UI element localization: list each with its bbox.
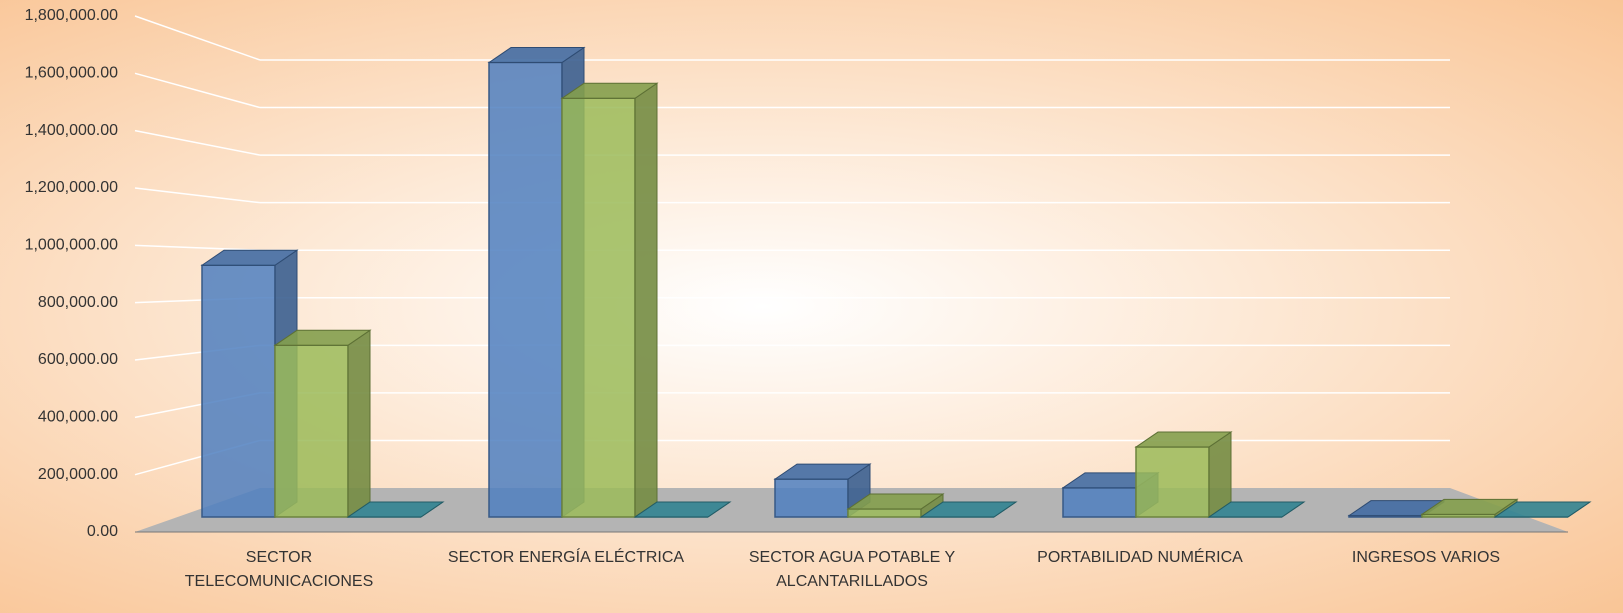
- bar-top: [1493, 501, 1592, 518]
- x-tick-label: SECTOR AGUA POTABLE Y ALCANTARILLADOS: [748, 549, 956, 590]
- bar-top: [1207, 501, 1306, 518]
- bar: [1207, 501, 1306, 518]
- y-tick-label: 1,400,000.00: [25, 122, 119, 139]
- bar-top: [487, 47, 586, 64]
- grid-line: [134, 15, 261, 61]
- bar-top: [633, 501, 732, 518]
- y-tick-label: 800,000.00: [38, 294, 118, 311]
- bar: [346, 501, 445, 518]
- y-tick-label: 200,000.00: [38, 466, 118, 483]
- grid-line: [134, 72, 261, 109]
- y-tick-label: 1,800,000.00: [25, 7, 119, 24]
- bar-top: [346, 501, 445, 518]
- bar-top: [773, 463, 872, 480]
- x-tick-label: PORTABILIDAD NUMÉRICA: [1037, 549, 1243, 566]
- x-tick-label: INGRESOS VARIOS: [1351, 549, 1501, 566]
- grid-line: [134, 129, 261, 156]
- bar-top: [1134, 431, 1233, 448]
- bar-top: [273, 329, 372, 346]
- bar-front: [561, 97, 636, 518]
- bar-top: [846, 493, 945, 510]
- bar: [846, 493, 945, 518]
- bar-top: [919, 501, 1018, 518]
- bar-front: [201, 264, 276, 518]
- bar-front: [274, 344, 349, 518]
- x-tick-label: SECTOR ENERGÍA ELÉCTRICA: [447, 549, 685, 566]
- bar: [273, 329, 372, 518]
- y-tick-label: 600,000.00: [38, 351, 118, 368]
- bar-front: [1062, 487, 1137, 518]
- bar-front: [847, 508, 922, 518]
- bar-front: [488, 61, 563, 518]
- bar: [633, 501, 732, 518]
- y-tick-label: 1,600,000.00: [25, 65, 119, 82]
- y-tick-label: 0.00: [87, 523, 118, 540]
- x-tick-label: SECTOR TELECOMUNICACIONES: [184, 549, 374, 590]
- bar: [1493, 501, 1592, 518]
- bar-front: [774, 478, 849, 518]
- y-tick-label: 1,200,000.00: [25, 179, 119, 196]
- y-tick-label: 1,000,000.00: [25, 237, 119, 254]
- bar-side: [634, 82, 658, 518]
- bar: [919, 501, 1018, 518]
- bar-front: [1135, 446, 1210, 518]
- bar: [560, 82, 659, 518]
- bar: [1134, 431, 1233, 518]
- bar-top: [1420, 498, 1519, 515]
- bar-top: [560, 82, 659, 99]
- bar-side: [347, 329, 371, 518]
- grid-line: [134, 244, 261, 251]
- grid-line: [134, 187, 261, 204]
- bar: [200, 249, 299, 518]
- bar: [1347, 499, 1446, 518]
- bar-top: [200, 249, 299, 266]
- y-tick-label: 400,000.00: [38, 409, 118, 426]
